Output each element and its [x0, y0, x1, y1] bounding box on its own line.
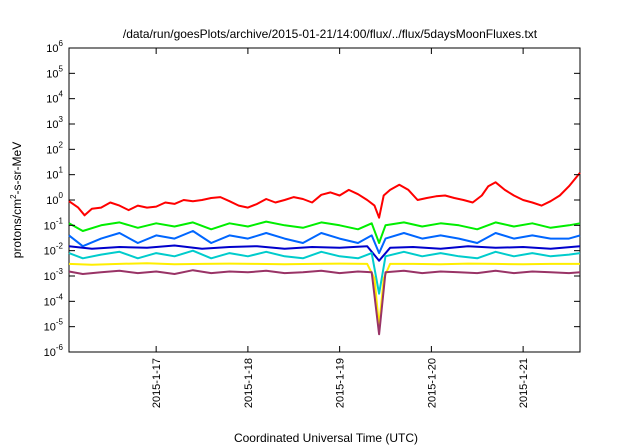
y-axis-label: protons/cm2-s-sr-MeV: [9, 142, 24, 258]
x-tick-label: 2015-1-21: [518, 358, 530, 408]
x-axis: 2015-1-17 2015-1-18 2015-1-19 2015-1-20 2015…: [151, 48, 530, 408]
y-tick-label: 10-2: [44, 242, 64, 258]
y-tick-label: 104: [46, 90, 63, 106]
y-tick-label: 10-4: [44, 292, 64, 308]
series-line-1: [68, 172, 581, 219]
y-tick-label: 102: [46, 140, 63, 156]
series-layer: [68, 172, 581, 336]
series-line-6: [68, 262, 580, 328]
y-tick-label: 105: [46, 64, 63, 80]
y-tick-label: 101: [46, 166, 63, 182]
x-tick-label: 2015-1-20: [426, 358, 438, 408]
series-line-3: [68, 230, 581, 255]
y-axis: 10-6 10-5 10-4 10-3 10-2 10-1 100 101 102 103 104 1…: [44, 39, 580, 359]
chart-title: /data/run/goesPlots/archive/2015-01-21/1…: [123, 27, 538, 41]
plot-area: [68, 47, 581, 353]
series-line-7: [68, 269, 581, 336]
series-line-5: [68, 249, 581, 295]
x-axis-label: Coordinated Universal Time (UTC): [234, 431, 418, 445]
x-tick-label: 2015-1-18: [243, 358, 255, 408]
x-tick-label: 2015-1-19: [335, 358, 347, 408]
series-line-4: [68, 244, 581, 262]
series-line-2: [68, 220, 581, 244]
y-tick-label: 106: [46, 39, 63, 55]
y-tick-label: 10-3: [44, 267, 64, 283]
y-tick-label: 10-6: [44, 343, 64, 359]
plot-frame: [68, 47, 581, 353]
y-tick-label: 10-5: [44, 318, 64, 334]
y-tick-label: 10-1: [44, 216, 64, 232]
y-tick-label: 100: [46, 191, 63, 207]
y-tick-label: 103: [46, 115, 63, 131]
x-tick-label: 2015-1-17: [151, 358, 163, 408]
